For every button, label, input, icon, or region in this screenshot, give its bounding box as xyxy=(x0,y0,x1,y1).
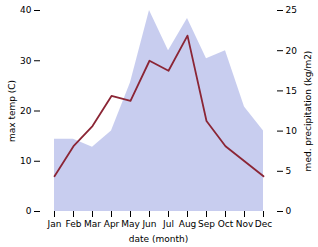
svg-text:30: 30 xyxy=(20,56,32,66)
svg-text:10: 10 xyxy=(20,156,32,166)
svg-text:Sep: Sep xyxy=(198,219,215,229)
svg-text:date (month): date (month) xyxy=(129,234,188,244)
svg-text:Feb: Feb xyxy=(66,219,82,229)
svg-text:Jun: Jun xyxy=(141,219,156,229)
svg-text:40: 40 xyxy=(20,5,32,15)
svg-text:5: 5 xyxy=(286,166,292,176)
svg-text:Apr: Apr xyxy=(104,219,120,229)
svg-text:Jul: Jul xyxy=(162,219,174,229)
svg-text:0: 0 xyxy=(26,206,32,216)
svg-text:med. precipitation (kg/m2): med. precipitation (kg/m2) xyxy=(303,51,313,172)
svg-text:Dec: Dec xyxy=(255,219,272,229)
svg-text:max temp (C): max temp (C) xyxy=(7,80,17,142)
svg-text:20: 20 xyxy=(286,46,298,56)
svg-text:0: 0 xyxy=(286,206,292,216)
svg-text:25: 25 xyxy=(286,5,297,15)
svg-text:20: 20 xyxy=(20,106,32,116)
svg-text:Oct: Oct xyxy=(218,219,234,229)
svg-text:May: May xyxy=(121,219,140,229)
svg-text:15: 15 xyxy=(286,86,297,96)
svg-text:10: 10 xyxy=(286,126,298,136)
svg-text:Mar: Mar xyxy=(84,219,101,229)
svg-text:Jan: Jan xyxy=(47,219,62,229)
svg-text:Aug: Aug xyxy=(179,219,197,229)
svg-text:Nov: Nov xyxy=(236,219,254,229)
